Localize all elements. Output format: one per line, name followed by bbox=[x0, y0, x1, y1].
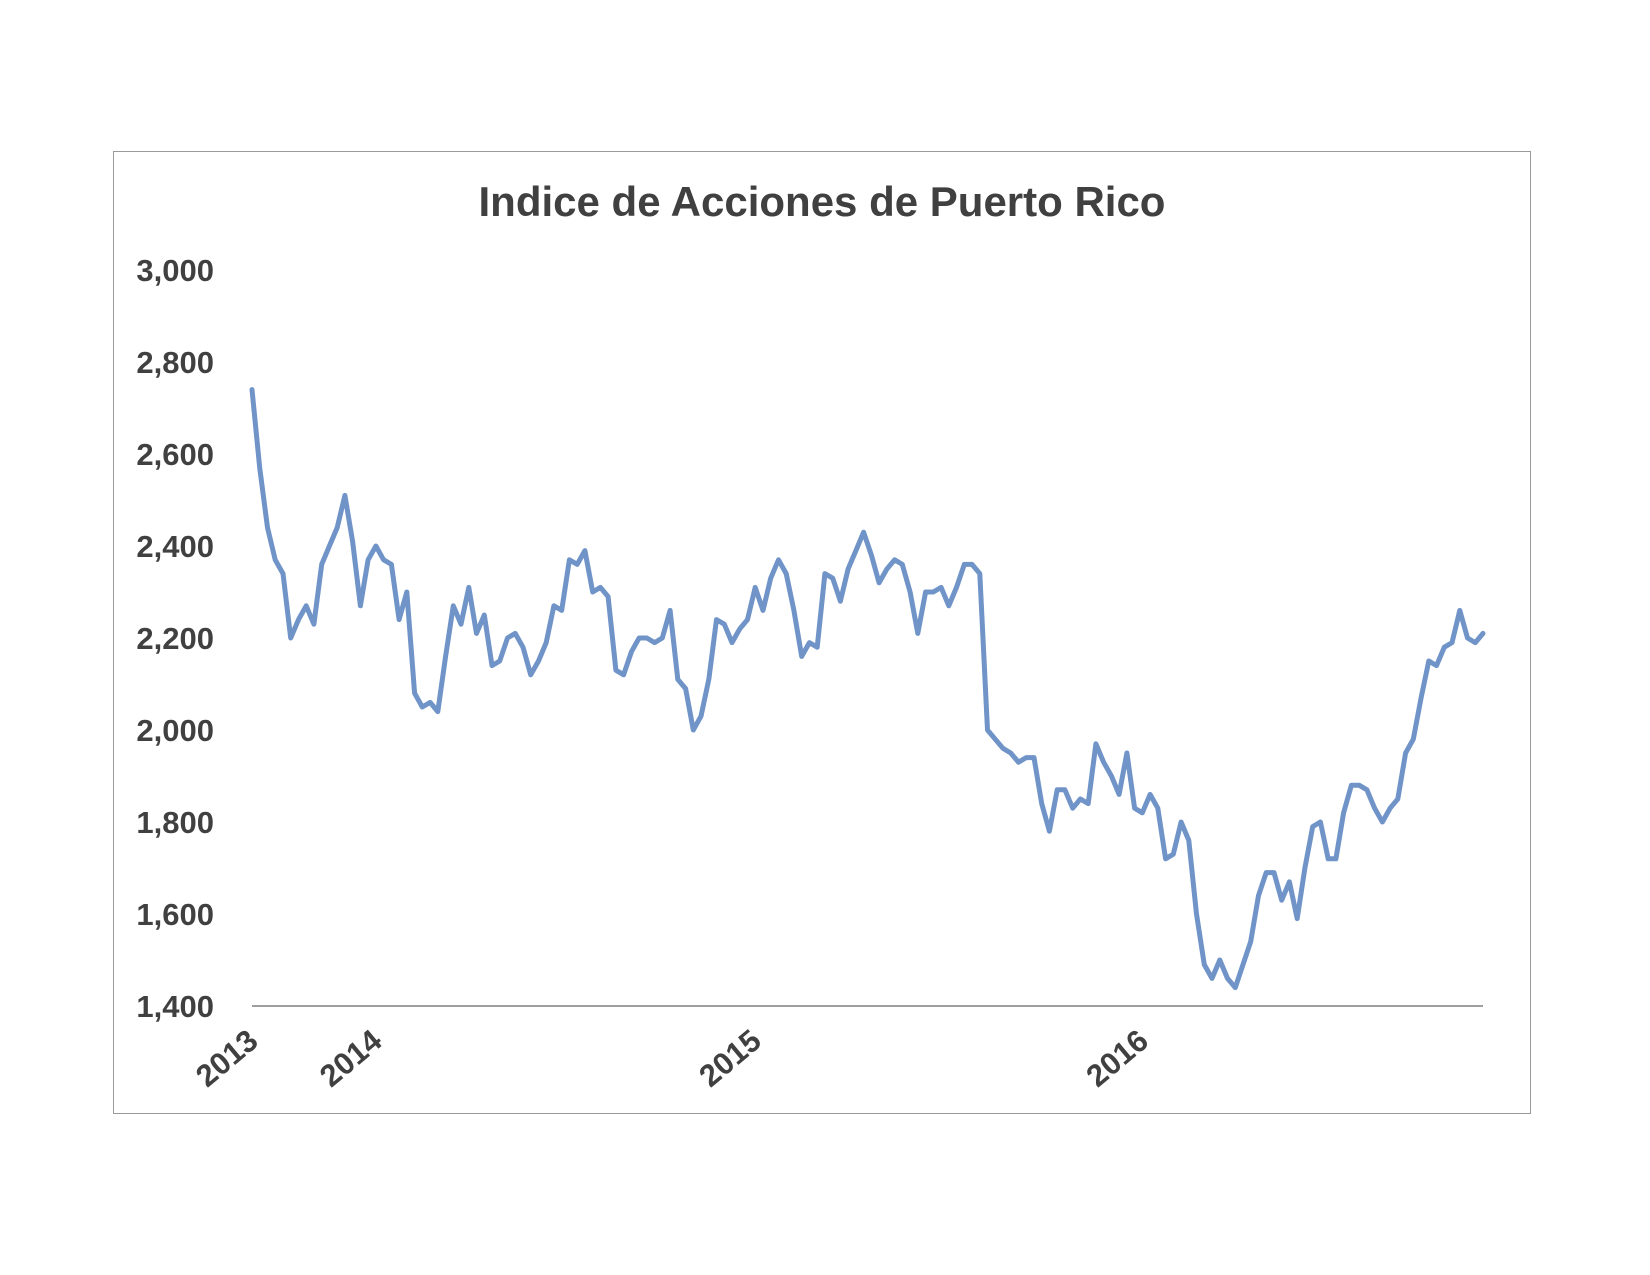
x-tick-label: 2014 bbox=[313, 1022, 389, 1094]
x-tick-label: 2015 bbox=[692, 1023, 767, 1094]
x-tick-label: 2013 bbox=[189, 1023, 264, 1094]
x-tick-label: 2016 bbox=[1080, 1023, 1155, 1094]
y-tick-label: 2,000 bbox=[136, 713, 214, 748]
y-tick-label: 1,400 bbox=[136, 989, 214, 1024]
y-tick-label: 2,600 bbox=[136, 437, 214, 472]
y-tick-label: 2,400 bbox=[136, 529, 214, 564]
y-tick-label: 1,800 bbox=[136, 805, 214, 840]
y-tick-label: 1,600 bbox=[136, 897, 214, 932]
chart-title: Indice de Acciones de Puerto Rico bbox=[478, 178, 1166, 225]
y-tick-label: 2,800 bbox=[136, 345, 214, 380]
y-tick-label: 2,200 bbox=[136, 621, 214, 656]
y-tick-label: 3,000 bbox=[136, 253, 214, 288]
chart-frame bbox=[113, 151, 1531, 1114]
series-line bbox=[249, 387, 1486, 991]
